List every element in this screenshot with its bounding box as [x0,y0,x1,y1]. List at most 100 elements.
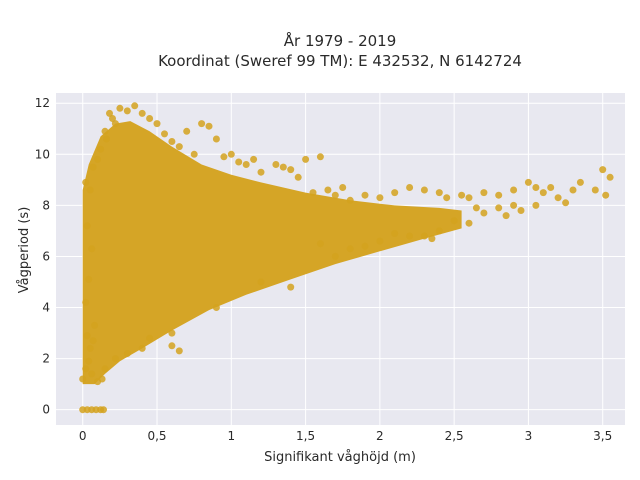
data-point [539,189,547,197]
data-point [91,321,99,329]
data-point [480,189,488,197]
data-point [82,178,90,186]
data-point [97,145,105,153]
data-point [205,122,213,130]
data-point [465,194,473,202]
data-point [168,329,176,337]
y-axis-title: Vågperiod (s) [17,207,32,294]
x-axis-title: Signifikant våghöjd (m) [264,450,416,465]
x-tick-label: 2 [376,429,384,443]
data-point [111,355,119,363]
chart-title-line1: År 1979 - 2019 [284,31,397,50]
data-point [602,191,610,199]
y-tick-label: 8 [42,198,50,212]
data-point [89,337,97,345]
data-point [220,153,228,161]
x-tick-label: 1 [227,429,235,443]
data-point [294,173,302,181]
data-point [175,347,183,355]
data-point [138,344,146,352]
y-tick-label: 0 [42,403,50,417]
density-band-layer [82,121,462,385]
data-point [106,109,113,117]
y-tick-label: 6 [42,249,50,263]
data-point [212,135,220,143]
data-point [361,242,369,250]
data-point [532,201,540,209]
data-point [116,104,124,112]
x-tick-label: 3,5 [593,429,612,443]
data-point [123,107,131,115]
data-point [88,370,96,378]
data-point [316,240,324,248]
x-tick-label: 0 [79,429,87,443]
data-points [79,102,614,414]
data-point [83,222,91,230]
data-point [435,227,443,235]
data-point [235,158,243,166]
data-point [495,191,503,199]
data-point [227,150,235,158]
data-point [168,138,176,145]
x-tick-label: 0,5 [147,429,166,443]
data-point [212,304,220,311]
data-point [85,275,93,283]
data-point [406,232,414,240]
data-point [109,115,116,122]
data-point [472,204,480,212]
data-point [554,194,562,202]
data-point [420,186,428,194]
data-point [428,235,436,243]
data-point [302,155,310,163]
x-tick-label: 3 [525,429,533,443]
data-point [524,178,532,186]
data-point [376,194,384,202]
data-point [257,168,265,176]
data-point [331,191,339,199]
data-point [346,245,354,253]
data-point [465,219,473,227]
data-point [287,283,295,291]
x-tick-label: 1,5 [296,429,315,443]
data-point [101,127,109,135]
x-tick-label: 2,5 [445,429,464,443]
data-point [153,120,161,128]
data-point [123,350,131,357]
data-point [391,230,399,237]
data-point [331,252,339,260]
data-point [82,298,90,306]
chart-title-line2: Koordinat (Sweref 99 TM): E 432532, N 61… [158,52,522,70]
data-point [168,342,176,350]
data-point [146,115,154,122]
grid-layer [56,93,625,425]
data-point [324,186,332,194]
data-point [89,163,97,171]
data-point [435,189,443,197]
data-point [406,184,414,191]
data-point [502,212,510,220]
y-tick-label: 12 [35,96,50,110]
data-point [420,232,428,240]
data-point [88,245,96,253]
dense-point-cloud [82,121,462,385]
data-point [287,166,295,174]
data-point [146,334,154,342]
data-point [103,135,110,143]
data-point [339,184,347,191]
data-point [198,120,206,128]
data-point [510,186,518,194]
data-point [111,120,119,128]
data-point [547,184,555,191]
data-point [576,178,584,186]
data-point [131,102,139,110]
data-point [86,344,94,352]
data-point [175,143,183,151]
data-point [599,166,607,174]
data-point [279,163,287,171]
y-tick-label: 4 [42,301,50,315]
data-point [82,365,90,373]
data-point [100,406,107,414]
data-point [361,191,369,199]
